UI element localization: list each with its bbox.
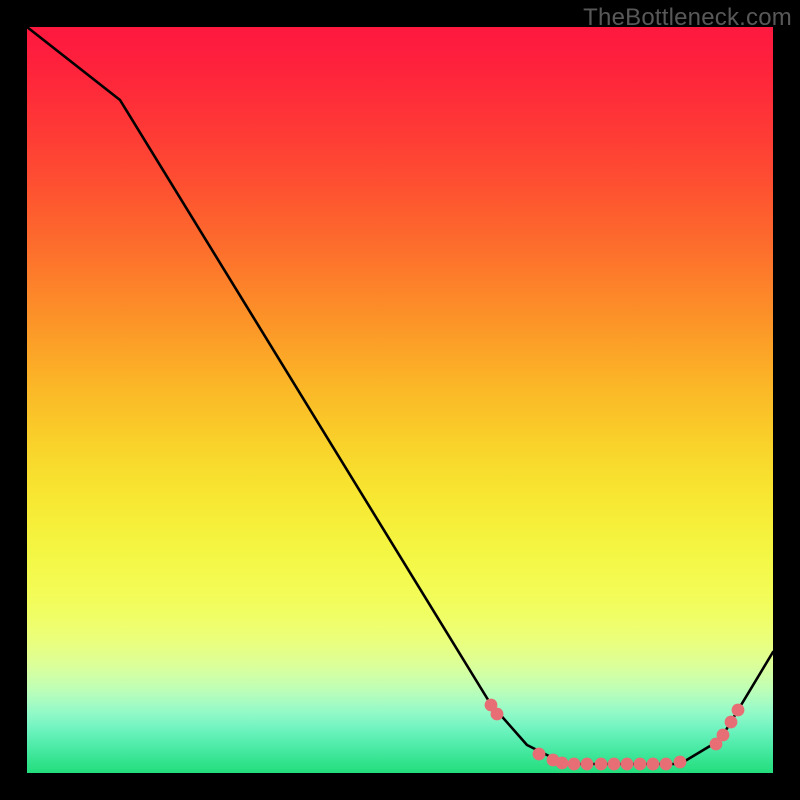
marker-dot: [674, 756, 687, 769]
marker-dot: [608, 758, 621, 771]
marker-dot: [568, 758, 581, 771]
bottleneck-chart: [0, 0, 800, 800]
marker-dot: [581, 758, 594, 771]
marker-dot: [533, 748, 546, 761]
marker-dot: [595, 758, 608, 771]
marker-dot: [634, 758, 647, 771]
chart-container: TheBottleneck.com: [0, 0, 800, 800]
marker-dot: [717, 729, 730, 742]
marker-dot: [660, 758, 673, 771]
marker-dot: [556, 757, 569, 770]
marker-dot: [621, 758, 634, 771]
marker-dot: [732, 704, 745, 717]
plot-background: [27, 27, 773, 773]
marker-dot: [725, 716, 738, 729]
marker-dot: [647, 758, 660, 771]
marker-dot: [491, 708, 504, 721]
